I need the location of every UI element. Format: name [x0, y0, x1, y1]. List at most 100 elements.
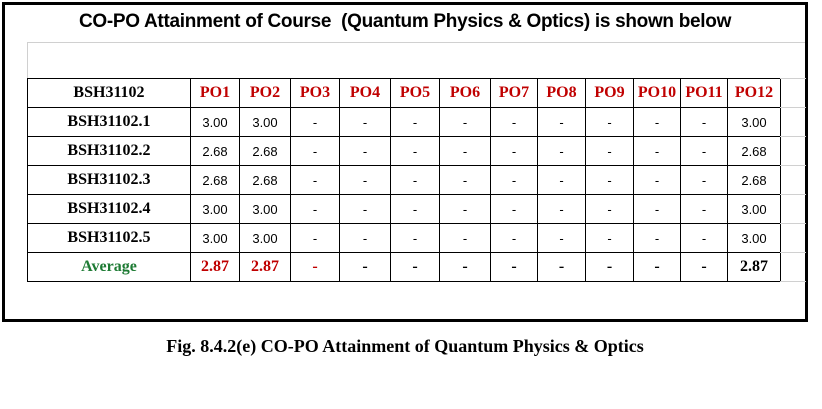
value-cell: - — [390, 107, 440, 137]
value-cell: 2.87 — [727, 252, 781, 282]
row-label: Average — [27, 252, 191, 282]
value-cell: - — [390, 136, 440, 166]
value-cell: 3.00 — [190, 223, 240, 253]
value-cell: - — [290, 223, 340, 253]
value-cell: - — [339, 107, 391, 137]
header-cell: BSH31102 — [27, 78, 191, 108]
value-cell: - — [585, 165, 634, 195]
value-cell: - — [633, 223, 681, 253]
value-cell: - — [537, 194, 586, 224]
figure-frame: CO-PO Attainment of Course (Quantum Phys… — [2, 2, 808, 322]
value-cell: - — [490, 194, 538, 224]
value-cell: - — [439, 223, 491, 253]
value-cell: - — [680, 136, 728, 166]
value-cell: - — [339, 223, 391, 253]
header-cell: PO4 — [339, 78, 391, 108]
value-cell: - — [339, 194, 391, 224]
value-cell: - — [490, 165, 538, 195]
value-cell: - — [439, 252, 491, 282]
value-cell: 3.00 — [190, 194, 240, 224]
value-cell: - — [490, 136, 538, 166]
row-label: BSH31102.4 — [27, 194, 191, 224]
value-cell: - — [633, 252, 681, 282]
value-cell: - — [339, 136, 391, 166]
value-cell: - — [633, 194, 681, 224]
header-cell: PO10 — [633, 78, 681, 108]
value-cell: - — [290, 107, 340, 137]
value-cell: - — [585, 107, 634, 137]
rule — [27, 42, 805, 43]
header-cell: PO5 — [390, 78, 440, 108]
value-cell: - — [585, 136, 634, 166]
value-cell: - — [290, 194, 340, 224]
row-label: BSH31102.1 — [27, 107, 191, 137]
value-cell: - — [633, 107, 681, 137]
value-cell: - — [490, 252, 538, 282]
value-cell: - — [537, 136, 586, 166]
header-cell: PO11 — [680, 78, 728, 108]
value-cell: - — [537, 223, 586, 253]
value-cell: - — [680, 252, 728, 282]
header-cell: PO3 — [290, 78, 340, 108]
value-cell: - — [439, 107, 491, 137]
value-cell: 3.00 — [239, 107, 291, 137]
header-cell: PO12 — [727, 78, 781, 108]
value-cell: 3.00 — [239, 194, 291, 224]
value-cell: 3.00 — [727, 194, 781, 224]
value-cell: 2.87 — [190, 252, 240, 282]
value-cell: - — [339, 165, 391, 195]
header-cell: PO9 — [585, 78, 634, 108]
value-cell: 2.68 — [190, 165, 240, 195]
value-cell: - — [390, 165, 440, 195]
value-cell: - — [585, 252, 634, 282]
header-cell: PO6 — [439, 78, 491, 108]
value-cell: - — [680, 107, 728, 137]
value-cell: 2.68 — [190, 136, 240, 166]
value-cell: - — [339, 252, 391, 282]
value-cell: - — [680, 223, 728, 253]
value-cell: - — [290, 165, 340, 195]
value-cell: - — [633, 165, 681, 195]
caption: Fig. 8.4.2(e) CO-PO Attainment of Quantu… — [166, 336, 644, 356]
sheet-gridline — [780, 78, 806, 79]
value-cell: 2.68 — [239, 165, 291, 195]
sheet-gridline — [780, 281, 806, 282]
value-cell: - — [290, 252, 340, 282]
row-label: BSH31102.2 — [27, 136, 191, 166]
value-cell: - — [290, 136, 340, 166]
sheet-gridline — [780, 194, 806, 195]
value-cell: - — [585, 194, 634, 224]
sheet-gridline — [780, 223, 806, 224]
row-label: BSH31102.3 — [27, 165, 191, 195]
value-cell: - — [490, 107, 538, 137]
sheet-gridline — [780, 107, 806, 108]
value-cell: 2.87 — [239, 252, 291, 282]
value-cell: - — [633, 136, 681, 166]
sheet-gridline — [780, 136, 806, 137]
value-cell: - — [537, 252, 586, 282]
sheet-gridline — [27, 42, 28, 78]
sheet-gridline — [780, 165, 806, 166]
value-cell: 2.68 — [727, 165, 781, 195]
header-cell: PO7 — [490, 78, 538, 108]
value-cell: - — [680, 165, 728, 195]
value-cell: - — [439, 136, 491, 166]
value-cell: - — [537, 165, 586, 195]
value-cell: 3.00 — [727, 107, 781, 137]
value-cell: - — [680, 194, 728, 224]
value-cell: 3.00 — [239, 223, 291, 253]
header-cell: PO8 — [537, 78, 586, 108]
value-cell: - — [585, 223, 634, 253]
value-cell: - — [439, 194, 491, 224]
value-cell: - — [439, 165, 491, 195]
value-cell: 2.68 — [727, 136, 781, 166]
row-label: BSH31102.5 — [27, 223, 191, 253]
header-cell: PO2 — [239, 78, 291, 108]
value-cell: 3.00 — [190, 107, 240, 137]
header-cell: PO1 — [190, 78, 240, 108]
value-cell: 2.68 — [239, 136, 291, 166]
title: CO-PO Attainment of Course (Quantum Phys… — [78, 11, 732, 32]
value-cell: - — [490, 223, 538, 253]
value-cell: 3.00 — [727, 223, 781, 253]
